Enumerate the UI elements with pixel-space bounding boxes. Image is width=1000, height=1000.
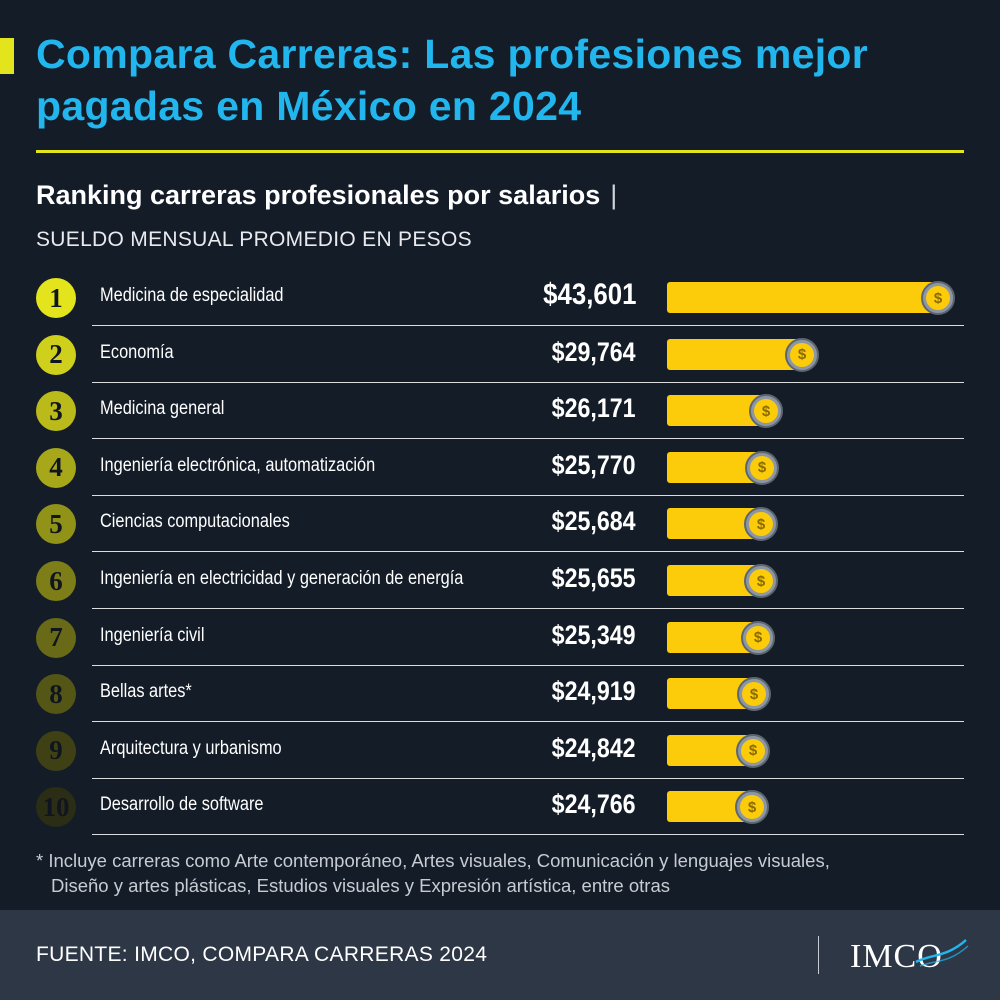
value-label: $29,764 <box>552 336 636 367</box>
value-label: $25,684 <box>552 506 636 537</box>
row-divider <box>92 381 964 383</box>
category-label: Ingeniería civil <box>100 624 205 646</box>
footer-divider <box>818 936 819 974</box>
coin-dollar-icon: $ <box>735 790 769 825</box>
rank-badge: 1 <box>36 278 76 318</box>
title-accent-mark <box>0 38 14 74</box>
category-label: Medicina general <box>100 398 225 420</box>
chart-row: 2 Economía $29,764 $ <box>0 327 1000 384</box>
chart-row: 8 Bellas artes* $24,919 $ <box>0 666 1000 723</box>
coin-dollar-icon: $ <box>921 281 955 315</box>
dollar-icon: $ <box>741 738 765 763</box>
row-divider <box>92 721 964 723</box>
rank-badge: 3 <box>36 391 76 432</box>
row-divider <box>92 325 964 326</box>
dollar-icon: $ <box>926 286 950 310</box>
logo-swoosh-icon <box>915 939 969 967</box>
chart-row: 4 Ingeniería electrónica, automatización $… <box>0 440 1000 497</box>
coin-dollar-icon: $ <box>744 564 778 598</box>
coin-dollar-icon: $ <box>736 733 770 768</box>
category-label: Bellas artes* <box>100 681 192 703</box>
footnote: * Incluye carreras como Arte contemporán… <box>36 848 976 898</box>
row-divider <box>92 551 964 553</box>
subtitle-separator: | <box>610 180 618 210</box>
value-label: $25,770 <box>552 449 636 480</box>
value-label: $25,349 <box>552 619 636 650</box>
coin-dollar-icon: $ <box>749 394 783 429</box>
coin-dollar-icon: $ <box>741 620 775 655</box>
row-divider <box>92 777 964 779</box>
chart-row: 5 Ciencias computacionales $25,684 $ <box>0 496 1000 553</box>
value-label: $26,171 <box>552 393 636 424</box>
row-divider <box>92 494 964 496</box>
chart-row: 9 Arquitectura y urbanismo $24,842 $ <box>0 723 1000 780</box>
footnote-line-1: * Incluye carreras como Arte contemporán… <box>36 850 830 871</box>
value-label: $24,766 <box>552 789 636 820</box>
subtitle-text: Ranking carreras profesionales por salar… <box>36 180 601 210</box>
value-label: $43,601 <box>542 278 636 311</box>
value-label: $24,842 <box>552 732 636 763</box>
units-label: SUELDO MENSUAL PROMEDIO EN PESOS <box>36 228 472 251</box>
salary-bar <box>667 338 803 370</box>
chart-row: 7 Ingeniería civil $25,349 $ <box>0 610 1000 667</box>
rank-badge: 2 <box>36 334 76 375</box>
rank-badge: 5 <box>36 504 76 545</box>
source-text: FUENTE: IMCO, COMPARA CARRERAS 2024 <box>36 943 488 966</box>
category-label: Arquitectura y urbanismo <box>100 737 282 759</box>
dollar-icon: $ <box>746 625 770 650</box>
rank-badge: 4 <box>36 447 76 488</box>
coin-dollar-icon: $ <box>744 507 778 542</box>
coin-dollar-icon: $ <box>745 450 779 485</box>
coin-dollar-icon: $ <box>737 677 771 712</box>
coin-dollar-icon: $ <box>785 337 819 372</box>
logo-text: IMCO <box>850 938 943 975</box>
row-divider <box>92 438 964 440</box>
imco-logo: IMCO <box>850 932 970 980</box>
rank-badge: 10 <box>36 787 76 828</box>
chart-row: 3 Medicina general $26,171 $ <box>0 383 1000 440</box>
dollar-icon: $ <box>740 795 764 820</box>
footer-bar: FUENTE: IMCO, COMPARA CARRERAS 2024 IMCO <box>0 910 1000 1000</box>
title-divider <box>36 150 964 153</box>
chart-row: 10 Desarrollo de software $24,766 $ <box>0 779 1000 836</box>
category-label: Economía <box>100 341 174 363</box>
row-divider <box>92 664 964 666</box>
dollar-icon: $ <box>750 455 774 480</box>
salary-bar <box>667 282 939 313</box>
page-title: Compara Carreras: Las profesiones mejor … <box>36 31 868 129</box>
row-divider <box>92 834 964 836</box>
chart-subtitle: Ranking carreras profesionales por salar… <box>36 180 617 211</box>
rank-badge: 8 <box>36 674 76 715</box>
dollar-icon: $ <box>790 342 814 367</box>
category-label: Ingeniería electrónica, automatización <box>100 454 376 476</box>
rank-badge: 6 <box>36 561 76 601</box>
row-divider <box>92 608 964 609</box>
rank-badge: 9 <box>36 730 76 771</box>
category-label: Medicina de especialidad <box>100 285 284 306</box>
rank-badge: 7 <box>36 617 76 658</box>
category-label: Ciencias computacionales <box>100 511 290 533</box>
value-label: $24,919 <box>552 676 636 707</box>
category-label: Desarrollo de software <box>100 794 264 816</box>
chart-row: 6 Ingeniería en electricidad y generación… <box>0 553 1000 610</box>
category-label: Ingeniería en electricidad y generación … <box>100 568 464 589</box>
dollar-icon: $ <box>749 569 773 593</box>
dollar-icon: $ <box>742 682 766 707</box>
footnote-line-2: Diseño y artes plásticas, Estudios visua… <box>51 875 670 896</box>
value-label: $25,655 <box>552 563 636 593</box>
dollar-icon: $ <box>754 399 778 424</box>
dollar-icon: $ <box>749 512 773 537</box>
chart-row: 1 Medicina de especialidad $43,601 $ <box>0 270 1000 327</box>
